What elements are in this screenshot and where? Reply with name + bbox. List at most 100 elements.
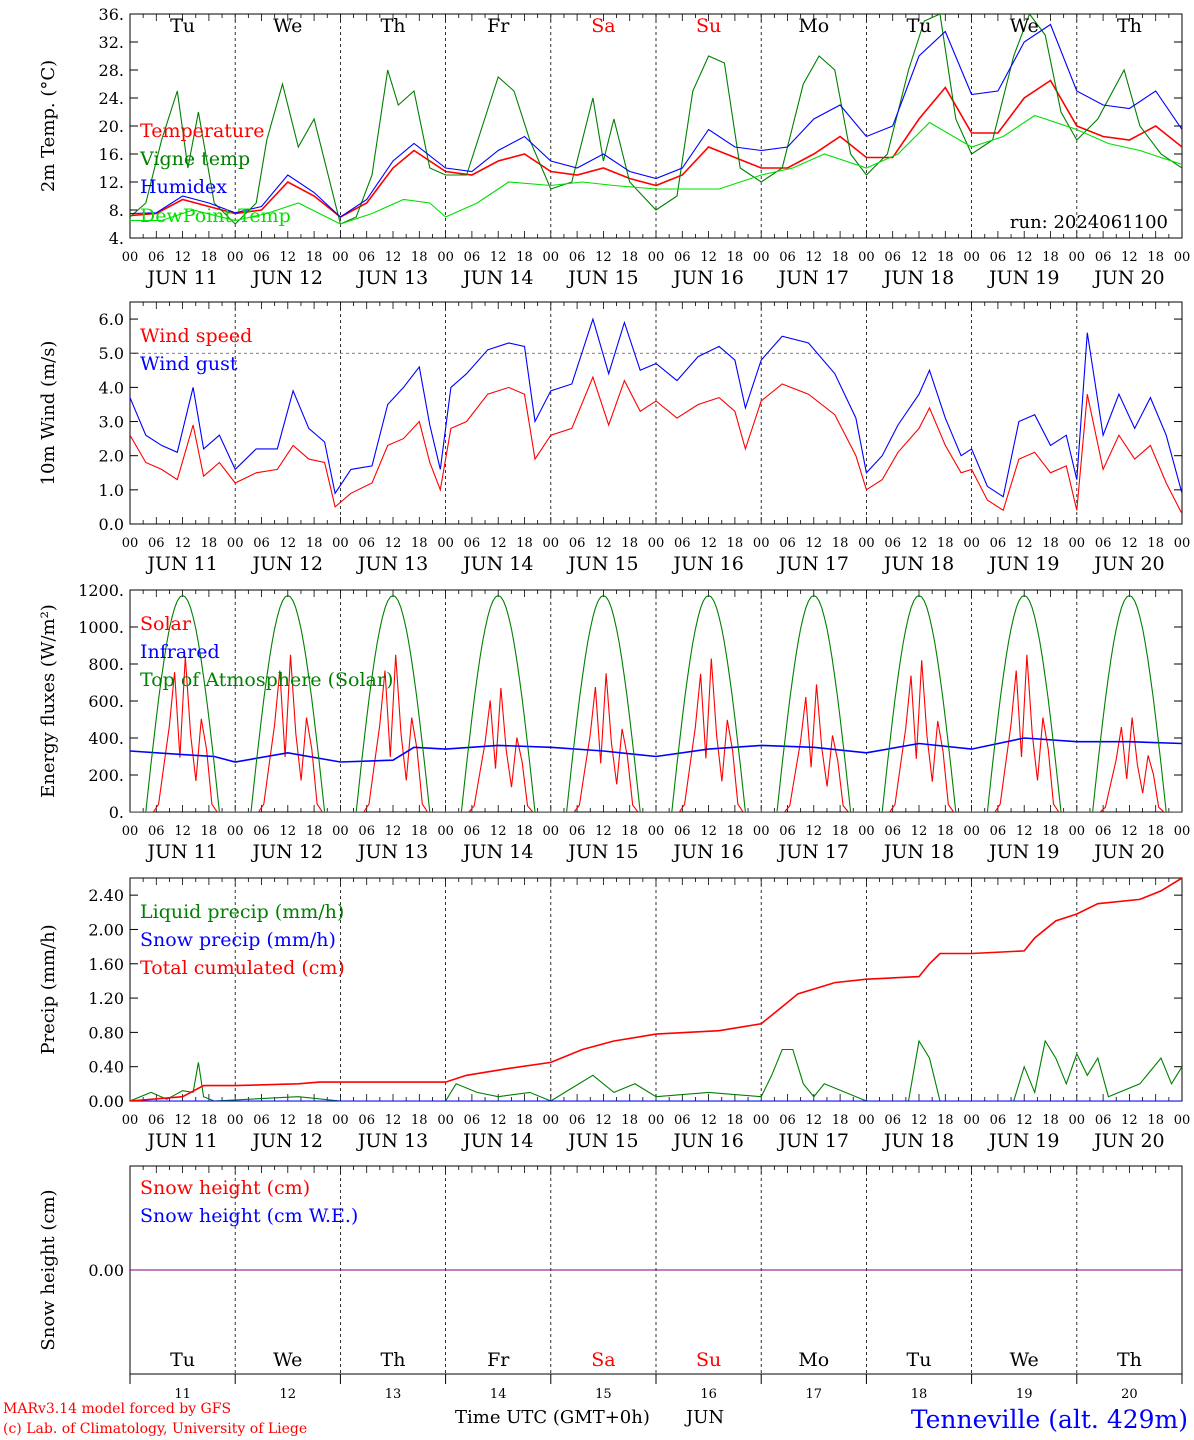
hour-label: 12 [280,250,297,265]
hour-label: 12 [1016,536,1033,551]
weekday-label: Th [1117,1349,1142,1371]
hour-label: 00 [753,824,770,839]
hour-label: 12 [700,1113,717,1128]
date-label: JUN 17 [777,553,849,575]
hour-label: 00 [858,250,875,265]
day-number: 18 [911,1387,928,1402]
hour-label: 18 [727,824,744,839]
hour-label: 12 [280,824,297,839]
hour-label: 00 [753,536,770,551]
hour-label: 00 [753,250,770,265]
hour-label: 18 [937,1113,954,1128]
y-tick-label: 600. [88,692,124,711]
hour-label: 00 [858,536,875,551]
y-tick-label: 1.60 [88,955,124,974]
hour-label: 06 [990,824,1007,839]
weekday-label: Mo [798,1349,829,1371]
hour-label: 18 [306,536,323,551]
y-tick-label: 12. [99,173,124,192]
hour-label: 00 [1174,824,1191,839]
date-label: JUN 11 [145,553,217,575]
hour-label: 18 [1042,1113,1059,1128]
date-label: JUN 18 [882,1130,954,1152]
date-label: JUN 15 [566,553,638,575]
date-label: JUN 12 [251,553,323,575]
plot-area [130,594,1182,812]
weekday-label: Mo [798,15,829,37]
hour-label: 18 [621,824,638,839]
legend-entry: Total cumulated (cm) [140,957,345,979]
hour-label: 00 [543,536,560,551]
y-tick-label: 5.0 [99,344,124,363]
y-tick-label: 20. [99,117,124,136]
hour-label: 12 [490,536,507,551]
hour-label: 00 [1069,824,1086,839]
panel-2: 0.0 1.0 2.0 3.0 4.0 5.0 6.0 10m Wind (m/s) Wind … [38,301,1190,575]
date-label: JUN 17 [777,267,849,289]
hour-label: 18 [306,824,323,839]
hour-label: 06 [884,1113,901,1128]
hour-label: 12 [490,250,507,265]
date-label: JUN 20 [1092,1130,1164,1152]
series-solar [130,654,1182,812]
hour-label: 12 [911,250,928,265]
day-number: 20 [1121,1387,1138,1402]
hour-label: 12 [700,250,717,265]
date-label: JUN 13 [356,267,428,289]
date-label: JUN 19 [987,553,1059,575]
hour-label: 18 [306,1113,323,1128]
date-label: JUN 16 [671,841,743,863]
hour-ticks [129,1166,1183,1173]
hour-label: 18 [1147,1113,1164,1128]
series-wind-gust [130,317,1182,498]
series-dewpoint-temp [130,114,1182,225]
date-label: JUN 20 [1092,267,1164,289]
date-label: JUN 19 [987,841,1059,863]
hour-label: 18 [621,250,638,265]
y-tick-label: 4.0 [99,378,124,397]
hour-label: 18 [937,536,954,551]
y-tick-label: 6.0 [99,310,124,329]
weekday-label: Th [1117,15,1142,37]
hour-label: 06 [148,250,165,265]
hour-label: 12 [174,536,191,551]
legend-entry: Liquid precip (mm/h) [140,901,344,923]
weekday-label: Su [696,15,721,37]
hour-label: 06 [779,536,796,551]
legend-entry: Snow height (cm W.E.) [140,1205,358,1227]
hour-label: 18 [1147,824,1164,839]
hour-label: 18 [201,536,218,551]
hour-label: 00 [963,250,980,265]
panel-4: 0.00 0.40 0.80 1.20 1.60 2.00 2.40 Precip (mm/h… [38,877,1190,1152]
hour-label: 18 [727,536,744,551]
hour-label: 12 [280,536,297,551]
hour-label: 06 [464,536,481,551]
hour-label: 06 [358,250,375,265]
date-label: JUN 11 [145,267,217,289]
hour-label: 00 [648,1113,665,1128]
hour-label: 18 [832,250,849,265]
day-number: 16 [700,1387,717,1402]
y-axis-label: Energy fluxes (W/m²) [38,604,59,798]
day-number: 12 [280,1387,297,1402]
hour-label: 06 [990,536,1007,551]
date-label: JUN 15 [566,1130,638,1152]
series-vigne-temp [130,14,1182,225]
legend-entry: Top of Atmosphere (Solar) [140,669,393,691]
hour-label: 12 [1016,250,1033,265]
run-label: run: 2024061100 [1010,212,1168,233]
y-tick-label: 3.0 [99,413,124,432]
weekday-label: Sa [591,1349,615,1371]
date-label: JUN 14 [461,553,533,575]
hour-label: 18 [411,824,428,839]
date-label: JUN 17 [777,1130,849,1152]
date-label: JUN 18 [882,841,954,863]
date-label: JUN 13 [356,553,428,575]
hour-label: 00 [332,250,349,265]
hour-label: 06 [148,536,165,551]
hour-label: 06 [464,824,481,839]
hour-label: 12 [1121,250,1138,265]
hour-label: 12 [911,1113,928,1128]
weekday-label: Su [696,1349,721,1371]
